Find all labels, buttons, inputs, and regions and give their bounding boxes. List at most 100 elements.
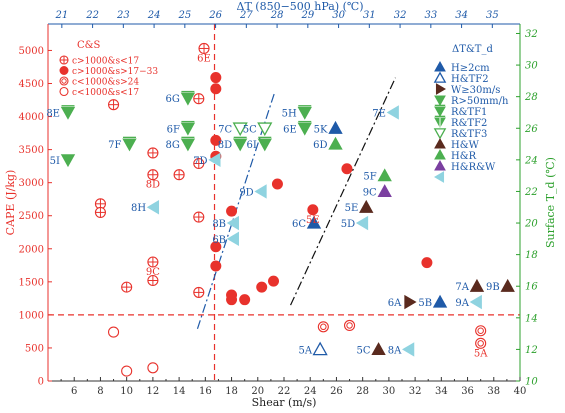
y-left-tick-label: 2500 xyxy=(19,211,44,222)
x-tick-label: 6 xyxy=(71,386,77,397)
filled-circle-marker xyxy=(210,72,222,84)
y-right-tick-label: 18 xyxy=(525,250,538,261)
dt-point-label: 7D xyxy=(193,156,207,167)
tri-down-open-marker xyxy=(232,122,248,137)
marker-inner-circle xyxy=(477,327,484,335)
legend-dt-label: R>50mm/h xyxy=(451,96,509,107)
marker-circle xyxy=(59,76,69,86)
legend-dt-title: ΔT&T_d xyxy=(452,44,493,55)
marker-circle xyxy=(226,294,238,306)
x-tick-label: 8 xyxy=(97,386,103,397)
marker-circle xyxy=(210,83,222,95)
legend-dt-label: H&R xyxy=(451,151,477,162)
marker-circle xyxy=(121,365,133,377)
cape-point-label: 6E xyxy=(197,53,211,64)
x-tick-label: 14 xyxy=(173,386,186,397)
top-tick-label: 29 xyxy=(300,10,314,21)
marker-triangle xyxy=(469,294,482,310)
legend-cs-label: c>1000&s>17−33 xyxy=(72,67,158,77)
tri-down-bar-marker xyxy=(180,120,196,136)
dt-point-label: 7F xyxy=(108,140,121,151)
tri-left-marker xyxy=(146,200,160,215)
tri-left-marker xyxy=(434,171,445,183)
marker-circle xyxy=(341,163,353,175)
crossed-circle-marker xyxy=(121,281,133,293)
x-tick-label: 20 xyxy=(251,386,264,397)
dt-point-label: 9C xyxy=(363,187,377,198)
tri-down-bar-marker xyxy=(233,136,248,152)
filled-circle-marker xyxy=(421,257,433,269)
x-tick-label: 36 xyxy=(461,386,474,397)
legend-cs-title: C&S xyxy=(77,40,101,51)
marker-triangle xyxy=(328,120,343,134)
cape-point-label: 8D xyxy=(146,180,160,191)
y-left-tick-label: 0 xyxy=(38,377,44,388)
marker-triangle xyxy=(60,154,76,168)
marker-triangle xyxy=(434,148,446,160)
filled-circle-marker xyxy=(341,163,353,175)
marker-triangle xyxy=(254,184,267,199)
marker-inner-circle xyxy=(346,322,353,329)
legends: C&S c>1000&s<17c>1000&s>17−33c<1000&s>24c… xyxy=(59,40,509,183)
marker-triangle xyxy=(386,105,399,120)
tri-down-marker xyxy=(60,154,76,168)
legend-dt-label: R&TF3 xyxy=(451,129,487,140)
filled-circle-marker xyxy=(210,134,222,146)
dt-point-label: 9B xyxy=(486,282,500,293)
marker-triangle xyxy=(404,294,417,310)
open-circle-marker xyxy=(59,86,69,97)
marker-circle xyxy=(108,326,120,338)
tri-left-marker xyxy=(386,105,399,120)
crossed-circle-marker xyxy=(198,42,210,55)
marker-triangle xyxy=(435,83,446,95)
legend-cs-label: c<1000&s>24 xyxy=(72,78,139,88)
x-tick-label: 16 xyxy=(199,386,212,397)
tri-left-marker xyxy=(469,294,482,310)
dt-point-label: 6C xyxy=(292,219,306,230)
marker-triangle xyxy=(122,138,137,152)
marker-triangle xyxy=(233,138,248,152)
marker-triangle xyxy=(297,122,312,136)
legend-dt-label: W≥30m/s xyxy=(451,85,500,96)
top-tick-label: 21 xyxy=(54,10,68,21)
cape-point-label: 5E xyxy=(306,215,320,226)
tri-down-bar-marker xyxy=(297,105,312,120)
top-tick-label: 27 xyxy=(239,10,253,21)
double-circle-marker xyxy=(475,337,487,349)
marker-triangle xyxy=(432,294,448,308)
y-right-tick-label: 24 xyxy=(524,155,538,166)
tri-down-bar-marker xyxy=(434,104,446,118)
crossed-circle-marker xyxy=(193,93,205,105)
marker-triangle xyxy=(226,231,239,247)
x-tick-label: 22 xyxy=(278,386,291,397)
legend-dt-label: R&TF1 xyxy=(451,107,487,118)
reference-lines xyxy=(48,24,520,381)
tri-up-filled-marker xyxy=(469,278,485,292)
filled-circle-marker xyxy=(226,205,238,217)
y-right-tick-label: 10 xyxy=(525,377,538,388)
dt-point-label: 6A xyxy=(388,298,402,309)
marker-triangle xyxy=(377,184,392,198)
tri-left-marker xyxy=(254,184,267,199)
marker-triangle xyxy=(180,138,196,152)
crossed-circle-marker xyxy=(147,274,159,287)
marker-circle xyxy=(268,275,280,287)
y-right-tick-label: 30 xyxy=(525,61,538,72)
axes: 6 8 10 12 14 16 18 20 22 24 26 28 30 32 34 36 38 40 Shear … xyxy=(4,0,557,409)
dt-point-label: 5D xyxy=(341,219,355,230)
top-tick-label: 22 xyxy=(85,10,99,21)
tri-left-marker xyxy=(355,215,369,231)
tri-up-filled-marker xyxy=(434,148,446,160)
crossed-circle-marker xyxy=(94,206,106,218)
tri-down-bar-marker xyxy=(257,136,272,152)
tri-up-filled-marker xyxy=(377,184,392,198)
marker-triangle xyxy=(257,122,273,137)
tri-up-filled-marker xyxy=(434,159,446,171)
dt-point-label: 8H xyxy=(131,203,146,214)
marker-circle xyxy=(59,86,69,97)
crossed-circle-marker xyxy=(193,286,205,298)
tri-up-open-marker xyxy=(433,71,447,83)
double-circle-marker xyxy=(59,76,69,86)
dt-point-label: 5H xyxy=(282,108,297,119)
